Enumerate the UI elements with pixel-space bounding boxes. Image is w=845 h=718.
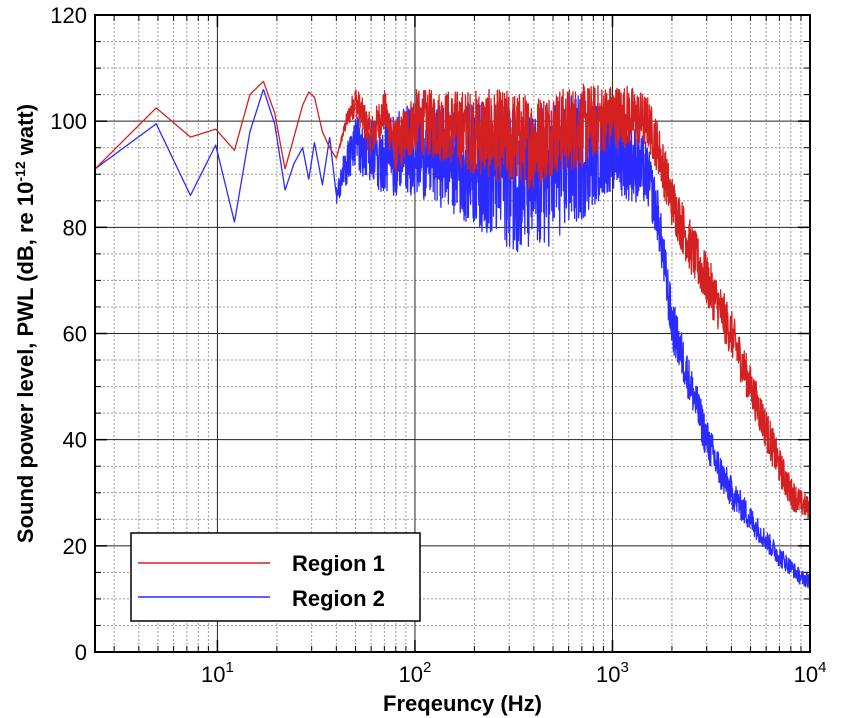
x-tick-label-base: 10 (201, 662, 225, 687)
y-tick-label: 0 (75, 640, 87, 665)
x-tick-label-exponent: 1 (225, 659, 233, 676)
y-tick-label: 40 (63, 428, 87, 453)
legend: Region 1 Region 2 (130, 532, 421, 622)
y-tick-label: 100 (50, 109, 87, 134)
y-tick-label: 60 (63, 322, 87, 347)
x-tick-label-exponent: 4 (818, 659, 826, 676)
y-tick-label: 80 (63, 215, 87, 240)
x-tick-label-base: 10 (596, 662, 620, 687)
x-tick-label: 101 (201, 659, 234, 687)
x-tick-label-base: 10 (794, 662, 818, 687)
legend-label-region-1: Region 1 (292, 551, 385, 576)
x-tick-label-exponent: 3 (621, 659, 629, 676)
x-tick-label-base: 10 (399, 662, 423, 687)
series-line-region-1 (94, 80, 811, 519)
y-tick-label: 20 (63, 534, 87, 559)
legend-label-region-2: Region 2 (292, 586, 385, 611)
x-tick-label: 103 (596, 659, 629, 687)
x-tick-label: 102 (399, 659, 432, 687)
y-axis-title-exponent: -12 (12, 161, 28, 181)
legend-box (130, 532, 421, 622)
y-axis-title: Sound power level, PWL (dB, re 10-12 wat… (12, 104, 38, 543)
series-line-region-2 (94, 89, 811, 589)
y-tick-label: 120 (50, 3, 87, 28)
axis-ticks (95, 14, 811, 653)
y-axis-title-main: Sound power level, PWL (dB, re 10 (13, 182, 38, 543)
x-tick-label-exponent: 2 (423, 659, 431, 676)
x-axis-title: Freqeuncy (Hz) (383, 691, 542, 716)
x-tick-labels: 101 102 103 104 (201, 659, 826, 687)
y-axis-title-unit: watt) (13, 104, 38, 161)
x-tick-label: 104 (794, 659, 827, 687)
y-tick-labels: 0 20 40 60 80 100 120 (50, 3, 87, 665)
plot-series (94, 80, 811, 589)
